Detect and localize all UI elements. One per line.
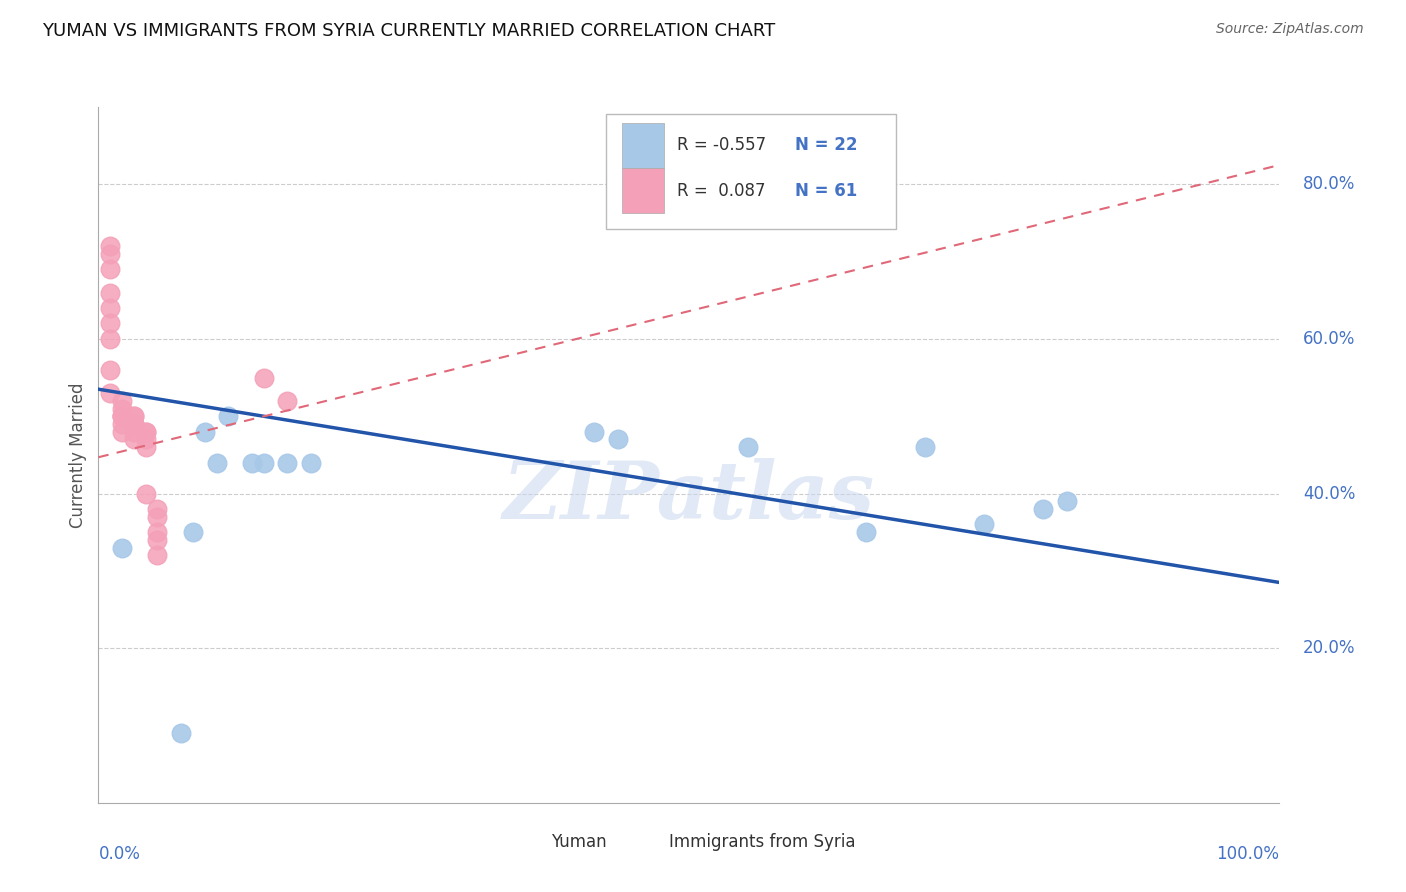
Point — [217, 409, 239, 424]
Point — [1032, 502, 1054, 516]
Point — [122, 409, 145, 424]
Point — [194, 425, 217, 439]
FancyBboxPatch shape — [634, 827, 664, 856]
Point — [299, 456, 322, 470]
Point — [205, 456, 228, 470]
Point — [98, 247, 121, 261]
Point — [111, 393, 134, 408]
Text: 100.0%: 100.0% — [1216, 845, 1279, 863]
Point — [98, 386, 121, 401]
Point — [583, 425, 606, 439]
Point — [146, 525, 169, 540]
Point — [240, 456, 263, 470]
Point — [146, 533, 169, 547]
Text: N = 22: N = 22 — [796, 136, 858, 154]
Point — [146, 509, 169, 524]
Point — [914, 440, 936, 454]
Text: 60.0%: 60.0% — [1303, 330, 1355, 348]
Point — [111, 425, 134, 439]
Text: 20.0%: 20.0% — [1303, 640, 1355, 657]
Point — [111, 409, 134, 424]
Point — [111, 417, 134, 431]
Point — [276, 456, 298, 470]
Text: Yuman: Yuman — [551, 833, 606, 851]
Point — [135, 425, 157, 439]
Text: 0.0%: 0.0% — [98, 845, 141, 863]
Point — [98, 239, 121, 253]
Point — [1056, 494, 1078, 508]
Point — [98, 301, 121, 315]
Text: Immigrants from Syria: Immigrants from Syria — [669, 833, 855, 851]
Point — [111, 541, 134, 555]
FancyBboxPatch shape — [606, 114, 896, 229]
Point — [122, 409, 145, 424]
FancyBboxPatch shape — [516, 827, 546, 856]
Text: 80.0%: 80.0% — [1303, 176, 1355, 194]
Point — [181, 525, 204, 540]
Text: 40.0%: 40.0% — [1303, 484, 1355, 502]
Text: R = -0.557: R = -0.557 — [678, 136, 766, 154]
Text: R =  0.087: R = 0.087 — [678, 182, 766, 200]
Point — [135, 440, 157, 454]
Point — [98, 332, 121, 346]
Point — [135, 425, 157, 439]
Y-axis label: Currently Married: Currently Married — [69, 382, 87, 528]
Point — [122, 425, 145, 439]
Text: YUMAN VS IMMIGRANTS FROM SYRIA CURRENTLY MARRIED CORRELATION CHART: YUMAN VS IMMIGRANTS FROM SYRIA CURRENTLY… — [42, 22, 776, 40]
Point — [98, 363, 121, 377]
Point — [146, 502, 169, 516]
Point — [111, 401, 134, 416]
Point — [607, 433, 630, 447]
FancyBboxPatch shape — [621, 123, 664, 168]
Point — [135, 486, 157, 500]
Point — [253, 370, 276, 384]
Point — [737, 440, 759, 454]
Point — [98, 285, 121, 300]
Text: N = 61: N = 61 — [796, 182, 858, 200]
Point — [973, 517, 995, 532]
Point — [111, 409, 134, 424]
Point — [170, 726, 193, 740]
Point — [122, 417, 145, 431]
FancyBboxPatch shape — [621, 169, 664, 213]
Point — [122, 433, 145, 447]
Point — [122, 417, 145, 431]
Point — [98, 262, 121, 277]
Text: ZIPatlas: ZIPatlas — [503, 458, 875, 535]
Point — [98, 317, 121, 331]
Point — [276, 393, 298, 408]
Point — [111, 409, 134, 424]
Text: Source: ZipAtlas.com: Source: ZipAtlas.com — [1216, 22, 1364, 37]
Point — [135, 433, 157, 447]
Point — [855, 525, 877, 540]
Point — [146, 549, 169, 563]
Point — [253, 456, 276, 470]
